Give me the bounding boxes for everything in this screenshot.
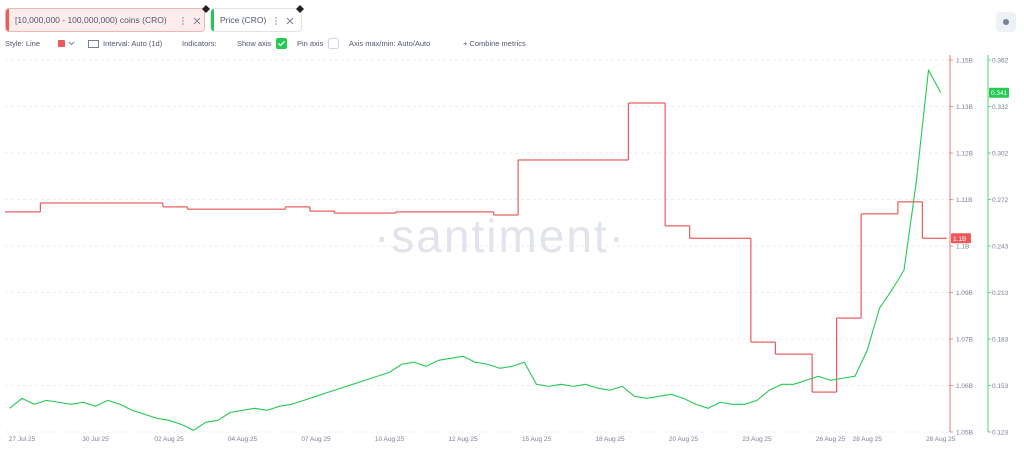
- close-icon[interactable]: [192, 16, 202, 26]
- x-tick-label: 10 Aug 25: [375, 436, 405, 443]
- show-axis-label: Show axis: [237, 39, 272, 48]
- menu-icon[interactable]: [178, 16, 188, 26]
- axis-minmax-select[interactable]: Axis max/min: Auto/Auto: [349, 39, 431, 48]
- chip-label: Price (CRO): [220, 15, 267, 25]
- chip-label: [10,000,000 - 100,000,000) coins (CRO): [15, 15, 167, 25]
- y-tick-label: 1.07B: [956, 337, 973, 344]
- x-tick-label: 12 Aug 25: [448, 436, 478, 443]
- x-tick-label: 30 Jul 25: [82, 436, 109, 443]
- pin-axis-label: Pin axis: [297, 39, 324, 48]
- value-label-bg: [989, 87, 1009, 98]
- y2-tick-label: 0.332: [992, 104, 1009, 111]
- x-tick-label: 02 Aug 25: [154, 436, 184, 443]
- y-tick-label: 1.1B: [956, 244, 969, 251]
- x-tick-label: 15 Aug 25: [522, 436, 552, 443]
- y2-tick-label: 0.302: [992, 151, 1009, 158]
- y2-tick-label: 0.272: [992, 197, 1009, 204]
- y-tick-label: 1.15B: [956, 58, 973, 65]
- y2-tick-label: 0.153: [992, 383, 1009, 390]
- y-tick-label: 1.05B: [956, 430, 973, 437]
- x-tick-label: 18 Aug 25: [595, 436, 625, 443]
- metric-chip[interactable]: [10,000,000 - 100,000,000) coins (CRO): [5, 8, 205, 32]
- pin-axis-checkbox[interactable]: [328, 38, 339, 49]
- x-tick-label: 20 Aug 25: [669, 436, 699, 443]
- x-tick-label: 27 Jul 25: [9, 436, 36, 443]
- x-tick-label: 23 Aug 25: [742, 436, 772, 443]
- color-select[interactable]: [58, 39, 78, 49]
- y-tick-label: 1.11B: [956, 197, 973, 204]
- style-select[interactable]: Style: Line: [5, 39, 41, 48]
- x-tick-label: 07 Aug 25: [301, 436, 331, 443]
- chip-color: [6, 9, 9, 31]
- drag-handle: [296, 5, 304, 13]
- y-tick-label: 1.09B: [956, 290, 973, 297]
- watermark: ·santiment·: [374, 210, 626, 262]
- x-tick-label: 28 Aug 25: [926, 436, 956, 443]
- y-tick-label: 1.06B: [956, 383, 973, 390]
- price-line: [9, 69, 942, 431]
- x-tick-label: 26 Aug 25: [816, 436, 846, 443]
- interval-select[interactable]: Interval: Auto (1d): [103, 39, 163, 48]
- chip-color: [211, 9, 214, 31]
- theme-button[interactable]: [996, 12, 1016, 32]
- value-label: 0.341: [991, 90, 1008, 97]
- close-icon[interactable]: [285, 16, 295, 26]
- menu-icon[interactable]: [271, 16, 281, 26]
- y2-tick-label: 0.213: [992, 290, 1009, 297]
- indicators-select[interactable]: Indicators:: [182, 39, 217, 48]
- y2-tick-label: 0.243: [992, 244, 1009, 251]
- y-tick-label: 1.13B: [956, 104, 973, 111]
- show-axis-checkbox[interactable]: [276, 38, 287, 49]
- drag-handle: [202, 5, 210, 13]
- x-tick-label: 28 Aug 25: [853, 436, 883, 443]
- y-tick-label: 1.12B: [956, 151, 973, 158]
- value-label-bg: [951, 233, 971, 244]
- y2-tick-label: 0.183: [992, 337, 1009, 344]
- metric-chip[interactable]: Price (CRO): [210, 8, 302, 32]
- x-tick-label: 04 Aug 25: [228, 436, 258, 443]
- y2-tick-label: 0.123: [992, 430, 1009, 437]
- value-label: 1.1B: [953, 236, 966, 243]
- combine-metrics-button[interactable]: + Combine metrics: [463, 39, 526, 48]
- y2-tick-label: 0.362: [992, 58, 1009, 65]
- interval-icon: [88, 40, 99, 48]
